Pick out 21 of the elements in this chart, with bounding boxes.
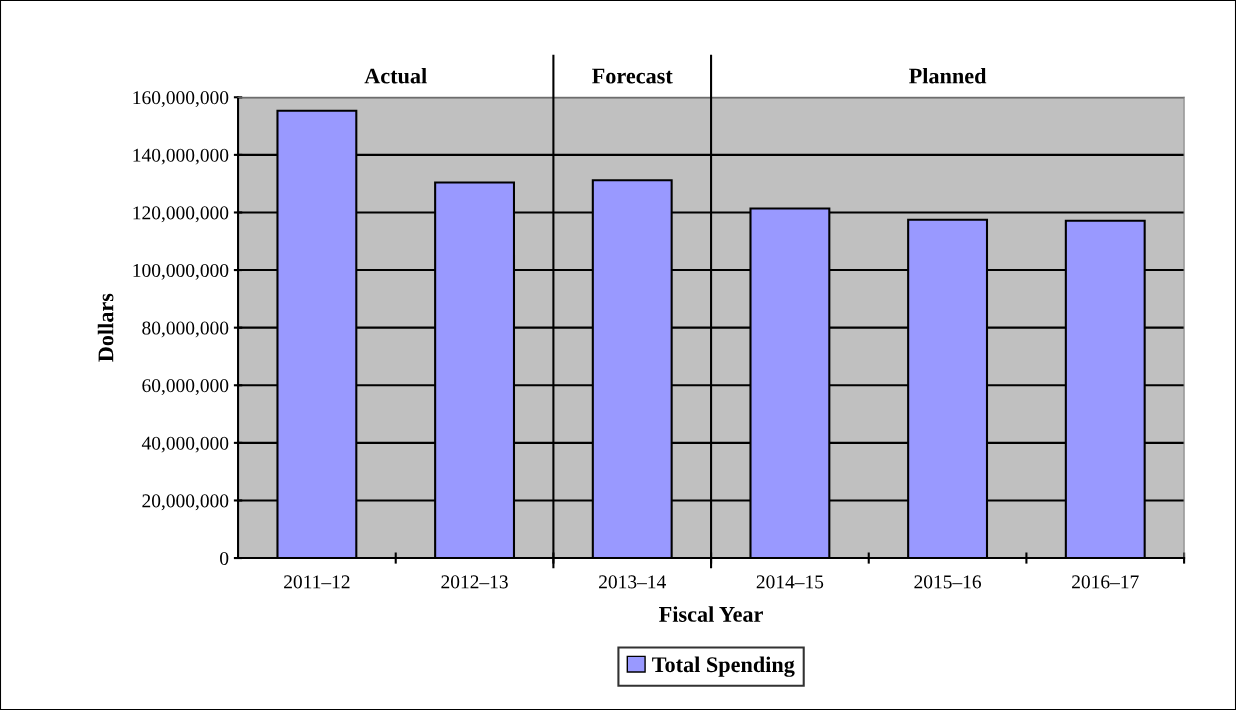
x-tick-label: 2015–16: [914, 575, 982, 589]
x-tick-label: 2016–17: [1072, 575, 1139, 589]
y-tick-label: 20,000,000: [142, 494, 229, 511]
legend-label: Total Spending: [652, 656, 795, 677]
text: Actual: [364, 67, 427, 84]
y-tick-label: 120,000,000: [133, 206, 229, 223]
x-tick-label: 2012–13: [441, 575, 508, 589]
y-tick-label: 0: [220, 551, 229, 565]
y-axis-title: Dollars: [97, 293, 114, 362]
x-axis-title: Fiscal Year: [659, 606, 763, 622]
y-tick-label: 80,000,000: [142, 321, 229, 338]
y-tick-label: 60,000,000: [142, 379, 229, 395]
x-tick-label: 2013–14: [599, 575, 666, 589]
text: Planned: [909, 67, 987, 84]
text: Forecast: [592, 68, 673, 84]
x-tick-label: 2011–12: [284, 575, 350, 589]
y-tick-label: 40,000,000: [141, 436, 229, 453]
y-tick-label: 100,000,000: [133, 263, 229, 280]
y-tick-label: 140,000,000: [133, 148, 229, 165]
y-tick-label: 160,000,000: [133, 91, 229, 108]
x-tick-label: 2014–15: [756, 575, 824, 589]
